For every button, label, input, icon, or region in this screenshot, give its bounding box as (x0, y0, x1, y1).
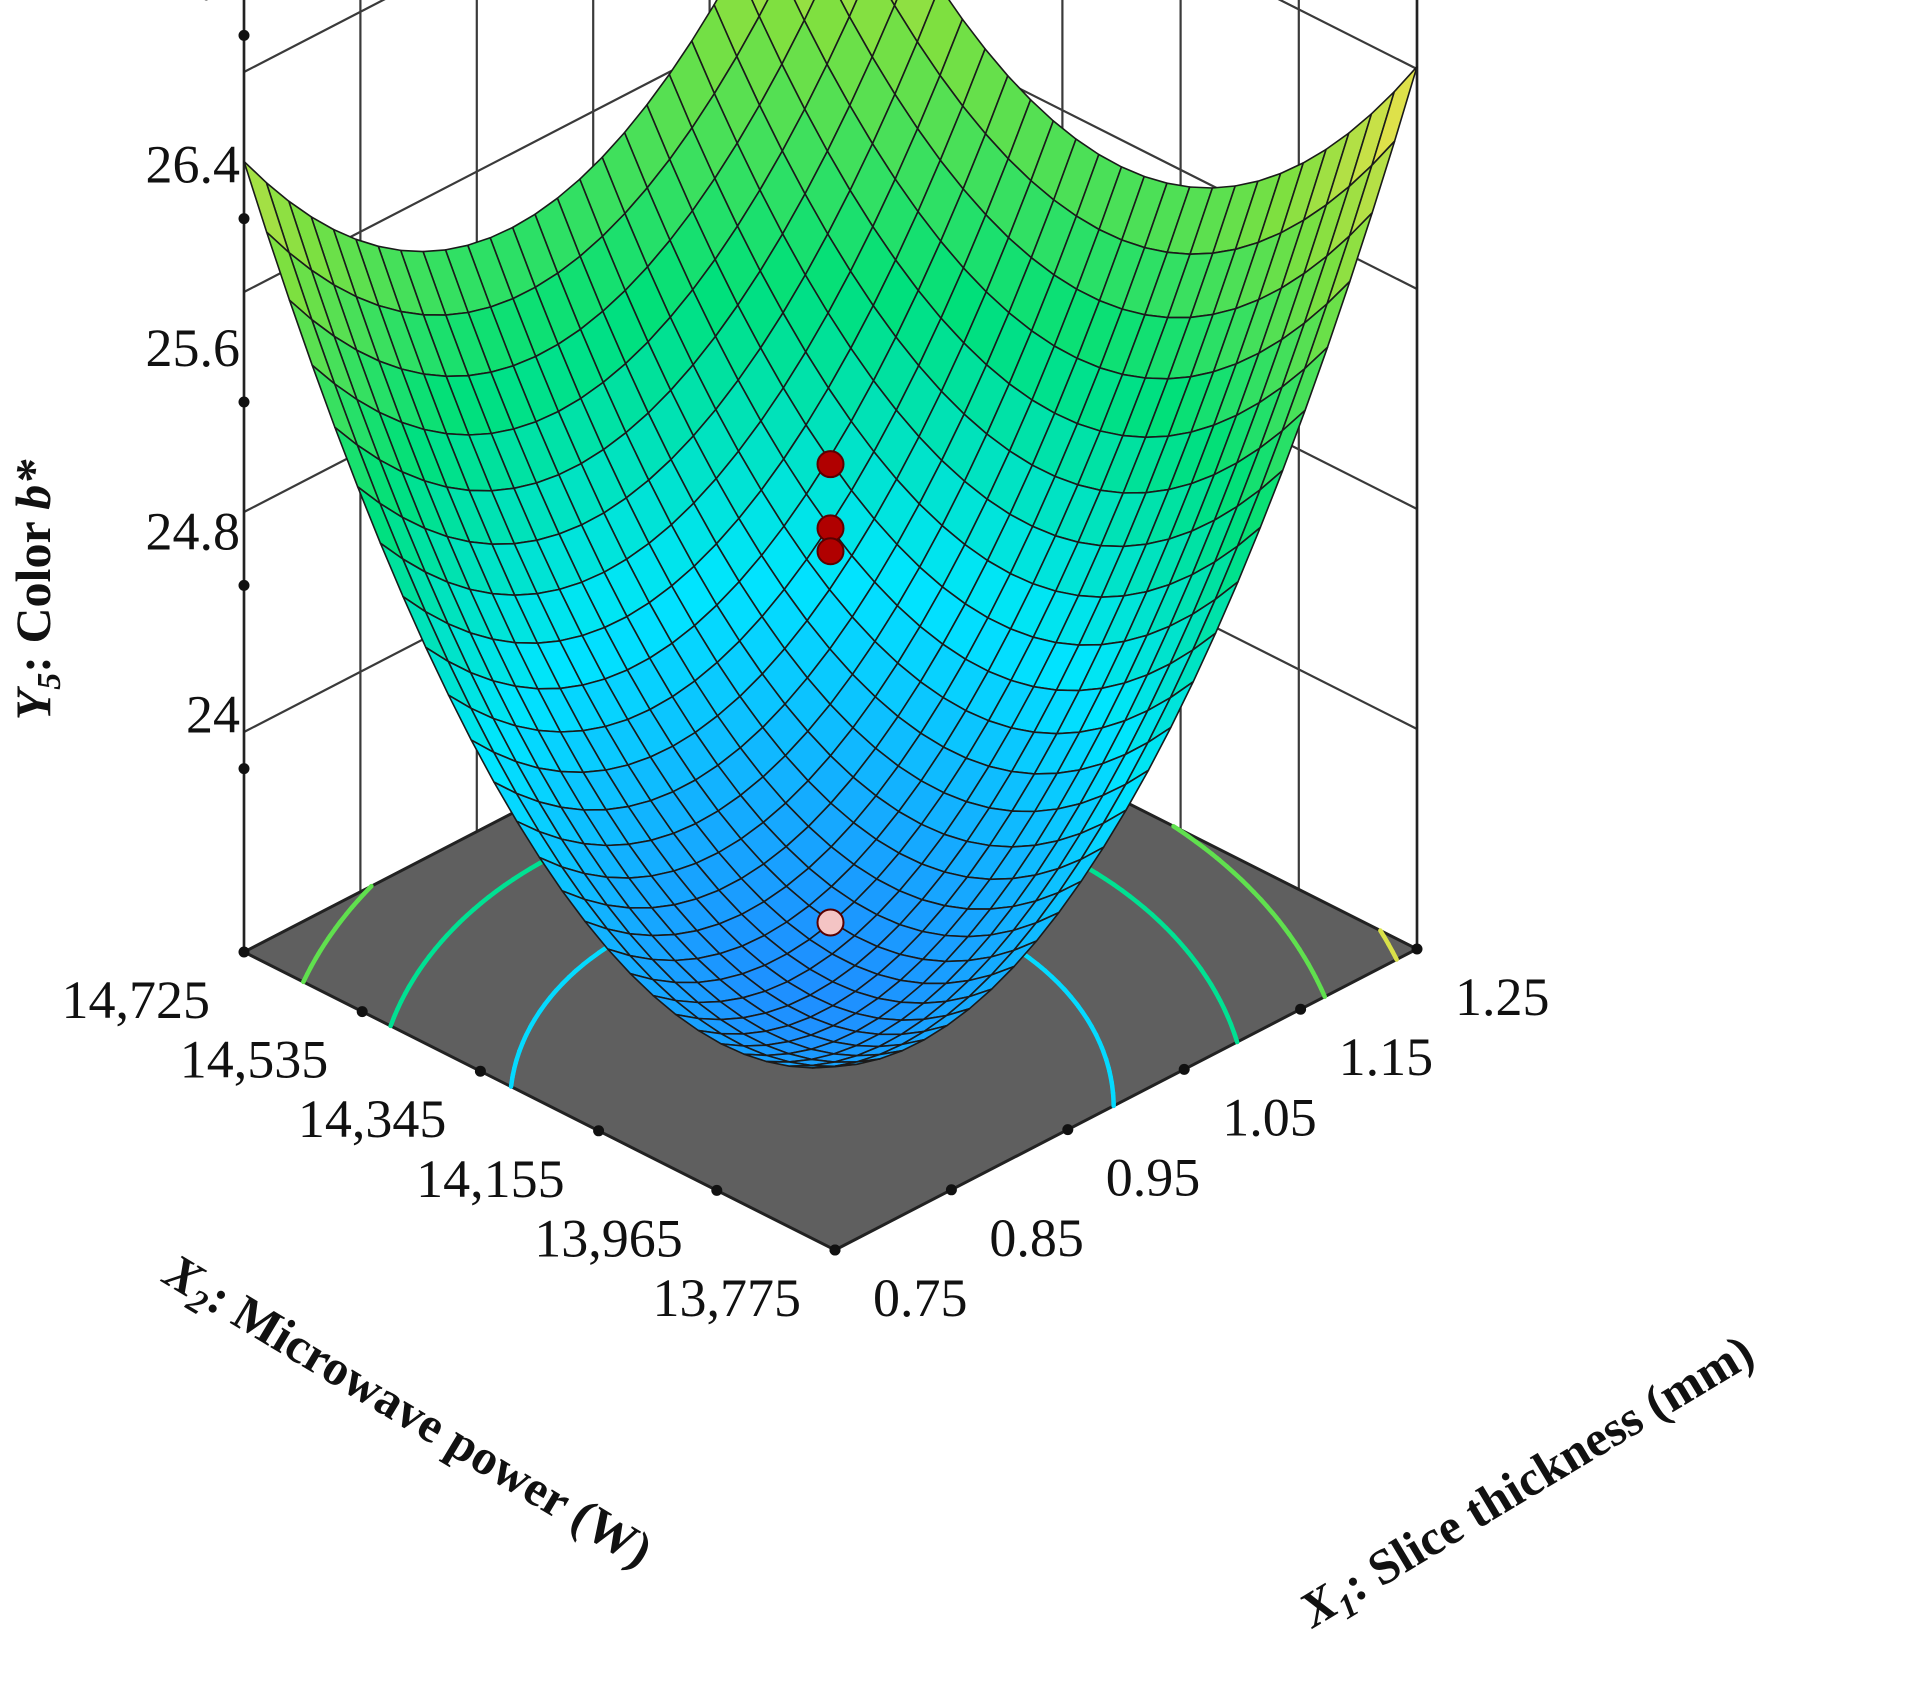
y-tick-dot (238, 29, 250, 41)
x2-tick-dot (711, 1184, 723, 1196)
x2-tick-label: 14,155 (416, 1149, 565, 1209)
x1-tick-dot (1178, 1063, 1190, 1075)
contour-segment (1378, 928, 1386, 939)
right-wall-gridline (1277, 0, 1418, 70)
axis-ticks: 2424.825.626.427.2280.750.850.951.051.15… (62, 0, 1550, 1328)
x2-tick-dot (474, 1065, 486, 1077)
surface-patch (811, 1063, 859, 1069)
surface-patch (793, 0, 815, 22)
y-tick-label: 24.8 (146, 501, 241, 561)
y-tick-dot (238, 579, 250, 591)
x2-tick-dot (356, 1006, 368, 1018)
x2-tick-label: 13,775 (653, 1268, 802, 1328)
x2-tick-label: 14,345 (298, 1089, 447, 1149)
x2-axis-title: X2: Microwave power (W) (150, 1242, 663, 1584)
x1-tick-label: 0.85 (989, 1208, 1084, 1268)
x1-tick-label: 1.15 (1339, 1027, 1434, 1087)
design-point (816, 537, 845, 566)
x2-tick-dot (238, 946, 250, 958)
x1-tick-dot (945, 1184, 957, 1196)
x1-tick-label: 0.95 (1106, 1148, 1201, 1208)
surface-patch (839, 0, 858, 18)
x1-tick-label: 1.05 (1222, 1087, 1317, 1147)
x1-tick-label: 1.25 (1455, 967, 1550, 1027)
design-point (816, 908, 845, 937)
response-surface (243, 0, 1418, 1069)
x2-tick-dot (829, 1244, 841, 1256)
y-tick-label: 24 (186, 685, 240, 745)
contour-segment (1171, 823, 1182, 833)
x2-tick-label: 14,725 (62, 970, 211, 1030)
design-point (816, 450, 845, 479)
x1-axis-title: X1: Slice thickness (mm) (1288, 1323, 1766, 1645)
y-tick-dot (238, 763, 250, 775)
y-tick-label: 27.2 (146, 0, 241, 11)
y-tick-label: 26.4 (146, 135, 241, 195)
design-points (816, 450, 845, 937)
x1-tick-dot (1411, 943, 1423, 955)
x2-tick-label: 14,535 (180, 1030, 329, 1090)
left-wall-gridline (243, 0, 386, 73)
surface-patch (751, 0, 769, 18)
x2-tick-label: 13,965 (534, 1208, 683, 1268)
contour-segment (368, 883, 374, 890)
x1-tick-dot (1295, 1003, 1307, 1015)
y-tick-dot (238, 213, 250, 225)
y-tick-dot (238, 396, 250, 408)
y-axis-title: Y5: Color b* (5, 459, 68, 721)
x1-tick-label: 0.75 (873, 1268, 968, 1328)
x2-tick-dot (593, 1125, 605, 1137)
x1-tick-dot (1062, 1124, 1074, 1136)
y-tick-label: 25.6 (146, 318, 241, 378)
